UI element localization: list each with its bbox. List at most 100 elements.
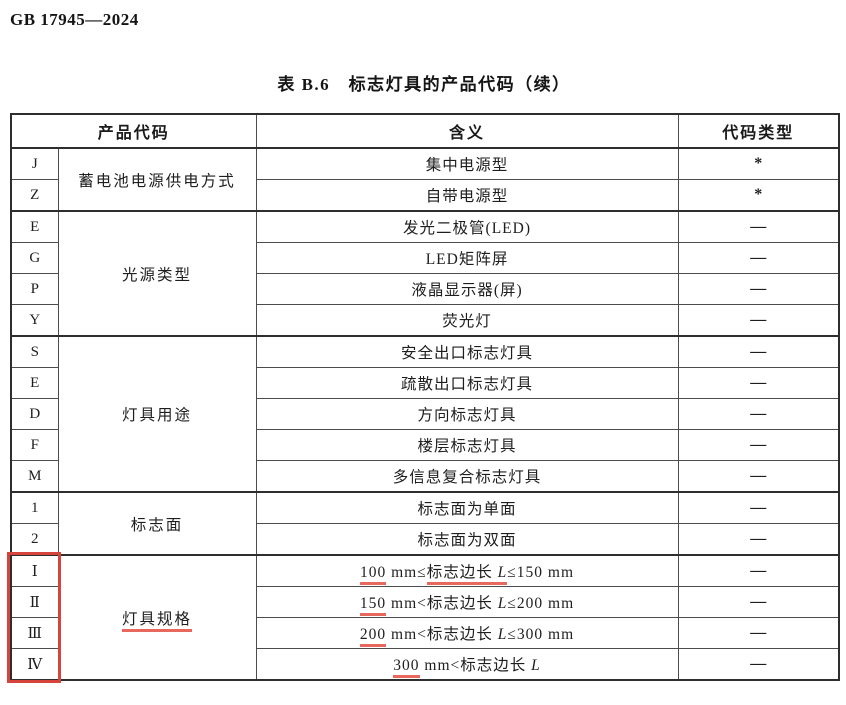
meaning-text: L bbox=[497, 564, 508, 585]
meaning-text: 标志面为单面 bbox=[417, 501, 517, 518]
table-row: 1 标志面 标志面为单面 — bbox=[10, 491, 840, 556]
meaning-text: 自带电源型 bbox=[425, 188, 509, 205]
code-cell: P bbox=[10, 273, 59, 305]
table-row: 2 标志面为双面 — bbox=[10, 523, 840, 556]
table-row: Ⅳ 300 mm<标志边长 L — bbox=[10, 648, 840, 681]
code-type-cell: — bbox=[677, 242, 840, 274]
meaning-cell: 液晶显示器(屏) bbox=[255, 273, 679, 305]
code-cell: M bbox=[10, 460, 59, 493]
code-cell: Ⅳ bbox=[10, 648, 59, 681]
meaning-text: 集中电源型 bbox=[425, 157, 509, 174]
meaning-cell: 发光二极管(LED) bbox=[255, 210, 679, 243]
meaning-cell: 200 mm<标志边长 L≤300 mm bbox=[255, 617, 679, 649]
meaning-text: L bbox=[497, 595, 508, 612]
meaning-text: 200 bbox=[359, 626, 387, 647]
meaning-text: 方向标志灯具 bbox=[417, 407, 517, 424]
meaning-text: L bbox=[531, 657, 541, 674]
meaning-text: 楼层标志灯具 bbox=[417, 438, 517, 455]
col-header-code-type: 代码类型 bbox=[677, 113, 840, 149]
table-row: J 蓄电池电源供电方式 集中电源型 * bbox=[10, 147, 840, 212]
code-type-cell: — bbox=[677, 335, 840, 368]
meaning-text: 标志面为双面 bbox=[417, 532, 517, 549]
code-type-cell: — bbox=[677, 460, 840, 493]
meaning-text: 安全出口标志灯具 bbox=[401, 345, 534, 362]
category-label: 标志面 bbox=[130, 516, 184, 534]
meaning-text: 100 bbox=[360, 564, 387, 585]
meaning-text: ≤200 mm bbox=[507, 595, 575, 612]
code-cell: Ⅱ bbox=[10, 586, 59, 618]
table-row: Ⅲ 200 mm<标志边长 L≤300 mm — bbox=[10, 617, 840, 649]
table-row: P 液晶显示器(屏) — bbox=[10, 273, 840, 305]
meaning-text: 标志边长 bbox=[426, 564, 498, 585]
category-cell: 灯具规格 bbox=[57, 554, 257, 681]
meaning-cell: 方向标志灯具 bbox=[255, 398, 679, 430]
category-label: 灯具规格 bbox=[122, 610, 193, 632]
code-type-cell: * bbox=[677, 179, 840, 212]
doc-number: GB 17945—2024 bbox=[10, 10, 139, 29]
code-cell: Z bbox=[10, 179, 59, 212]
code-cell: Y bbox=[10, 304, 59, 337]
table-row: F 楼层标志灯具 — bbox=[10, 429, 840, 461]
col-header-meaning: 含义 bbox=[255, 113, 679, 149]
meaning-cell: 自带电源型 bbox=[255, 179, 679, 212]
code-cell: D bbox=[10, 398, 59, 430]
meaning-text: 发光二极管(LED) bbox=[403, 220, 531, 237]
category-cell: 蓄电池电源供电方式 bbox=[57, 147, 257, 212]
code-type-cell: — bbox=[677, 304, 840, 337]
code-type-cell: * bbox=[677, 147, 840, 180]
table-row: E 疏散出口标志灯具 — bbox=[10, 367, 840, 399]
meaning-cell: 300 mm<标志边长 L bbox=[255, 648, 679, 681]
category-label: 光源类型 bbox=[122, 266, 193, 284]
meaning-text: mm<标志边长 bbox=[386, 595, 498, 612]
code-type-cell: — bbox=[677, 586, 840, 618]
meaning-cell: LED矩阵屏 bbox=[255, 242, 679, 274]
code-cell: E bbox=[10, 210, 59, 243]
table-row: S 灯具用途 安全出口标志灯具 — bbox=[10, 335, 840, 493]
meaning-cell: 100 mm≤标志边长 L≤150 mm bbox=[255, 554, 679, 587]
meaning-cell: 荧光灯 bbox=[255, 304, 679, 337]
meaning-cell: 150 mm<标志边长 L≤200 mm bbox=[255, 586, 679, 618]
category-cell: 光源类型 bbox=[57, 210, 257, 337]
code-type-cell: — bbox=[677, 367, 840, 399]
code-type-cell: — bbox=[677, 491, 840, 524]
code-type-cell: — bbox=[677, 398, 840, 430]
category-cell: 标志面 bbox=[57, 491, 257, 556]
meaning-text: LED矩阵屏 bbox=[425, 251, 509, 268]
meaning-cell: 标志面为双面 bbox=[255, 523, 679, 556]
meaning-text: 液晶显示器(屏) bbox=[411, 282, 523, 299]
table-row: Ⅱ 150 mm<标志边长 L≤200 mm — bbox=[10, 586, 840, 618]
code-type-cell: — bbox=[677, 210, 840, 243]
meaning-text: 300 bbox=[393, 657, 420, 678]
meaning-text: L bbox=[497, 626, 508, 643]
meaning-text: 150 bbox=[359, 595, 387, 616]
code-type-cell: — bbox=[677, 617, 840, 649]
meaning-text: mm<标志边长 bbox=[386, 626, 498, 643]
code-cell: Ⅲ bbox=[10, 617, 59, 649]
table-title: 表 B.6 标志灯具的产品代码（续） bbox=[277, 75, 571, 94]
code-type-cell: — bbox=[677, 273, 840, 305]
table-wrap: 产品代码 含义 代码类型 J 蓄电池电源供电方式 集中电源型 * Z 自带电源型 * E 光源类… bbox=[7, 113, 841, 683]
table-body: J 蓄电池电源供电方式 集中电源型 * Z 自带电源型 * E 光源类型 发光二极管(LED) — G… bbox=[10, 147, 840, 681]
table-row: E 光源类型 发光二极管(LED) — bbox=[10, 210, 840, 337]
code-cell: E bbox=[10, 367, 59, 399]
product-code-table: 产品代码 含义 代码类型 J 蓄电池电源供电方式 集中电源型 * Z 自带电源型 * E 光源类… bbox=[10, 113, 841, 681]
header-row: 产品代码 含义 代码类型 bbox=[10, 113, 840, 149]
code-cell: 1 bbox=[10, 491, 59, 524]
code-cell: S bbox=[10, 335, 59, 368]
meaning-cell: 多信息复合标志灯具 bbox=[255, 460, 679, 493]
code-cell: G bbox=[10, 242, 59, 274]
code-type-cell: — bbox=[677, 554, 840, 587]
col-header-product-code: 产品代码 bbox=[10, 113, 257, 149]
meaning-cell: 标志面为单面 bbox=[255, 491, 679, 524]
meaning-text: ≤150 mm bbox=[507, 564, 575, 581]
meaning-text: mm<标志边长 bbox=[419, 657, 532, 674]
code-cell: Ⅰ bbox=[10, 554, 59, 587]
code-cell: F bbox=[10, 429, 59, 461]
table-row: M 多信息复合标志灯具 — bbox=[10, 460, 840, 493]
code-type-cell: — bbox=[677, 648, 840, 681]
meaning-text: mm≤ bbox=[386, 564, 427, 581]
meaning-text: ≤300 mm bbox=[507, 626, 575, 643]
meaning-cell: 集中电源型 bbox=[255, 147, 679, 180]
meaning-cell: 疏散出口标志灯具 bbox=[255, 367, 679, 399]
